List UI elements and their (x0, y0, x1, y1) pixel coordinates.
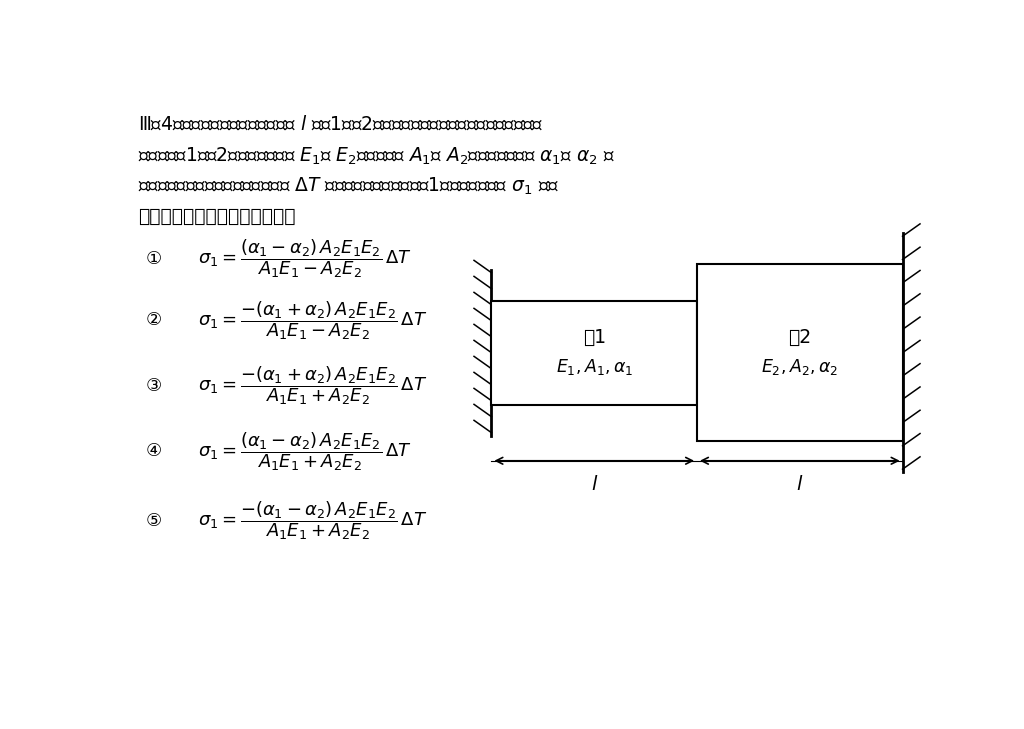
Text: ④: ④ (145, 443, 162, 460)
Text: $\sigma_1 = \dfrac{-(\alpha_1 + \alpha_2)\,A_2 E_1 E_2}{A_1 E_1 - A_2 E_2}\,\Del: $\sigma_1 = \dfrac{-(\alpha_1 + \alpha_2… (198, 299, 427, 342)
Text: ⑤: ⑤ (145, 512, 162, 530)
Text: $E_2, A_2, \alpha_2$: $E_2, A_2, \alpha_2$ (761, 356, 839, 377)
Bar (697, 265, 902, 441)
Bar (492, 301, 697, 405)
Text: $E_1, A_1, \alpha_1$: $E_1, A_1, \alpha_1$ (556, 356, 633, 377)
Text: する。それぞれの棑の温度を微小量 $\Delta T$ だけ上昇させたとき，棑1に発生する応力 $\sigma_1$ とし: する。それぞれの棑の温度を微小量 $\Delta T$ だけ上昇させたとき，棑1… (138, 176, 559, 198)
Text: 棑1: 棑1 (583, 327, 606, 346)
Text: ている。棑1と棑2の縦弾性係数を $E_1$， $E_2$，断面積を $A_1$， $A_2$，線膟張係数を $\alpha_1$， $\alpha_2$ と: ている。棑1と棑2の縦弾性係数を $E_1$， $E_2$，断面積を $A_1$… (138, 145, 615, 167)
Text: $l$: $l$ (796, 475, 804, 494)
Text: ②: ② (145, 311, 162, 330)
Text: ①: ① (145, 250, 162, 268)
Text: 棑2: 棑2 (788, 327, 811, 346)
Text: $\sigma_1 = \dfrac{(\alpha_1 - \alpha_2)\,A_2 E_1 E_2}{A_1 E_1 + A_2 E_2}\,\Delt: $\sigma_1 = \dfrac{(\alpha_1 - \alpha_2)… (198, 430, 412, 472)
Text: $\sigma_1 = \dfrac{-(\alpha_1 - \alpha_2)\,A_2 E_1 E_2}{A_1 E_1 + A_2 E_2}\,\Del: $\sigma_1 = \dfrac{-(\alpha_1 - \alpha_2… (198, 499, 427, 542)
Text: $l$: $l$ (591, 475, 598, 494)
Text: て，最も適切なものはどれか。: て，最も適切なものはどれか。 (138, 207, 296, 226)
Text: $\sigma_1 = \dfrac{(\alpha_1 - \alpha_2)\,A_2 E_1 E_2}{A_1 E_1 - A_2 E_2}\,\Delt: $\sigma_1 = \dfrac{(\alpha_1 - \alpha_2)… (198, 238, 412, 280)
Text: $\sigma_1 = \dfrac{-(\alpha_1 + \alpha_2)\,A_2 E_1 E_2}{A_1 E_1 + A_2 E_2}\,\Del: $\sigma_1 = \dfrac{-(\alpha_1 + \alpha_2… (198, 364, 427, 408)
Text: Ⅲ－4　下図に示すように，長さが $l$ の棑1と棑2が接合され，剛体壁で無理なく固定され: Ⅲ－4 下図に示すように，長さが $l$ の棑1と棑2が接合され，剛体壁で無理な… (138, 114, 544, 133)
Text: ③: ③ (145, 377, 162, 395)
